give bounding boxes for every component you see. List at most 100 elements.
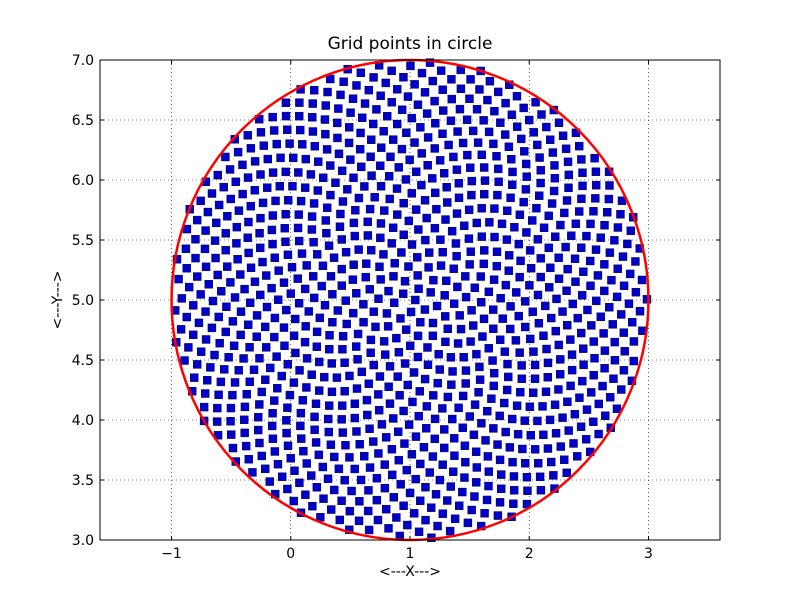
scatter-point	[508, 180, 517, 189]
scatter-point	[300, 337, 310, 347]
scatter-point	[426, 288, 435, 297]
scatter-point	[586, 256, 595, 266]
scatter-point	[365, 285, 374, 294]
scatter-point	[366, 152, 375, 161]
scatter-point	[466, 75, 475, 84]
scatter-point	[340, 475, 349, 485]
scatter-point	[243, 233, 252, 242]
scatter-point	[369, 437, 378, 446]
scatter-point	[174, 274, 183, 284]
scatter-point	[450, 514, 460, 523]
scatter-point	[229, 341, 239, 350]
scatter-point	[583, 305, 592, 315]
scatter-point	[302, 261, 311, 270]
scatter-point	[514, 239, 524, 249]
scatter-point	[367, 245, 376, 255]
scatter-point	[301, 154, 311, 164]
scatter-point	[502, 235, 512, 244]
scatter-point	[562, 468, 571, 478]
scatter-point	[482, 495, 492, 505]
scatter-point	[570, 254, 580, 263]
scatter-point	[392, 119, 402, 129]
scatter-point	[526, 334, 535, 344]
scatter-point	[214, 390, 223, 400]
scatter-point	[282, 428, 291, 438]
scatter-point	[475, 85, 484, 94]
scatter-point	[476, 272, 485, 281]
scatter-point	[481, 436, 490, 445]
scatter-point	[560, 455, 569, 464]
scatter-point	[577, 291, 587, 300]
scatter-point	[413, 253, 422, 262]
scatter-point	[544, 243, 553, 253]
scatter-point	[642, 295, 652, 304]
scatter-point	[505, 443, 515, 452]
scatter-point	[244, 217, 253, 227]
scatter-point	[608, 320, 617, 329]
scatter-point	[243, 131, 253, 140]
scatter-point	[268, 239, 277, 249]
scatter-point	[555, 370, 565, 379]
scatter-point	[575, 141, 584, 151]
scatter-point	[387, 66, 396, 76]
scatter-point	[236, 270, 245, 279]
scatter-point	[256, 128, 266, 137]
scatter-point	[529, 128, 539, 137]
scatter-point	[490, 204, 499, 213]
scatter-point	[455, 311, 464, 320]
scatter-point	[385, 399, 395, 408]
scatter-point	[348, 94, 358, 103]
scatter-point	[490, 232, 499, 242]
scatter-point	[326, 74, 335, 84]
scatter-point	[513, 430, 523, 439]
scatter-point	[502, 385, 512, 395]
scatter-point	[333, 133, 342, 143]
scatter-point	[307, 212, 317, 221]
scatter-point	[356, 475, 366, 485]
scatter-point	[590, 353, 599, 363]
scatter-point	[326, 505, 336, 514]
scatter-point	[374, 405, 384, 415]
scatter-point	[421, 235, 430, 245]
scatter-point	[371, 322, 380, 332]
scatter-point	[355, 439, 364, 449]
scatter-point	[494, 177, 503, 187]
scatter-point	[452, 251, 461, 261]
scatter-point	[322, 228, 331, 238]
scatter-point	[358, 113, 367, 122]
scatter-point	[281, 305, 291, 315]
scatter-point	[176, 325, 186, 334]
scatter-point	[228, 317, 238, 326]
scatter-point	[289, 378, 299, 387]
scatter-point	[494, 87, 503, 97]
scatter-point	[470, 400, 480, 409]
scatter-point	[192, 360, 202, 369]
scatter-point	[381, 350, 390, 359]
scatter-point	[311, 399, 321, 409]
scatter-point	[489, 424, 498, 433]
scatter-point	[498, 314, 508, 323]
scatter-point	[417, 68, 427, 78]
scatter-point	[436, 66, 446, 75]
scatter-point	[600, 260, 609, 269]
axis-ticks: −1 0 1 2 3 3.0 3.5 4.0 4.5 5.0 5.5 6.0 6.5 7.0	[72, 53, 720, 562]
scatter-point	[387, 445, 397, 454]
x-axis-label: <---X--->	[379, 564, 441, 580]
scatter-point	[474, 388, 483, 397]
scatter-point	[413, 100, 423, 109]
scatter-point	[318, 462, 328, 472]
scatter-point	[416, 496, 425, 505]
scatter-point	[338, 332, 348, 341]
scatter-point	[619, 366, 629, 375]
scatter-point	[211, 253, 220, 263]
scatter-point	[485, 76, 495, 86]
scatter-point	[267, 283, 276, 293]
scatter-point	[322, 145, 332, 154]
scatter-point	[238, 189, 247, 199]
scatter-point	[431, 119, 440, 128]
scatter-point	[382, 433, 391, 442]
scatter-point	[182, 263, 191, 273]
scatter-point	[263, 183, 272, 192]
scatter-point	[312, 483, 322, 492]
scatter-point	[337, 496, 346, 506]
